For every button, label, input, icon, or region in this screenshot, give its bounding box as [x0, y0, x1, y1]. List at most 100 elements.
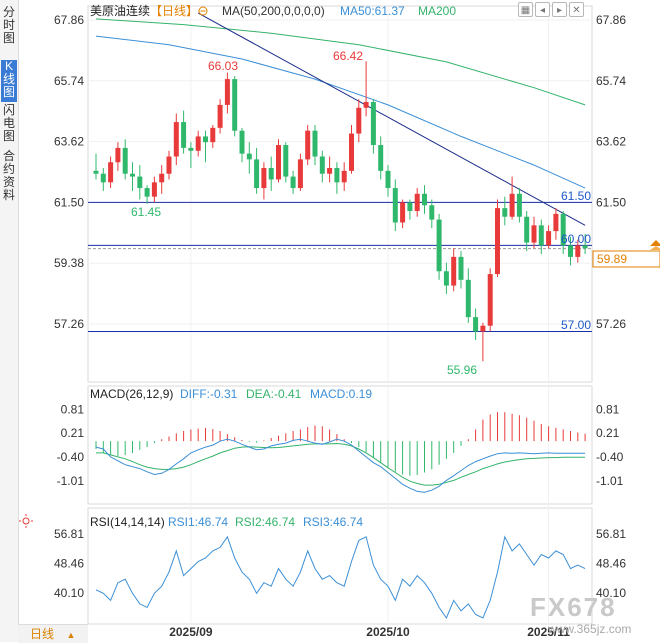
candle-down — [319, 156, 325, 174]
period-switcher: 日线 ▲ — [18, 624, 88, 643]
candle-down — [385, 170, 391, 189]
candle-down — [582, 245, 588, 249]
candle-down — [312, 130, 318, 157]
candle-down — [239, 130, 245, 154]
price-tick-left: 67.86 — [54, 13, 84, 27]
candle-down — [181, 122, 187, 148]
tab-kline[interactable]: K线图 — [1, 60, 17, 102]
candle-down — [436, 219, 442, 272]
candle-up — [327, 167, 333, 174]
candle-down — [370, 102, 376, 146]
macd-tick-left: 0.21 — [61, 426, 85, 440]
level-label-57-00: 57.00 — [561, 318, 591, 332]
side-tab-bar: 分时图 K线图 闪电图 合约资料 — [0, 0, 19, 642]
macd-panel-frame — [87, 385, 593, 505]
x-tick-label: 2025/09 — [169, 625, 213, 639]
candle-down — [407, 202, 413, 212]
price-tick-right: 61.50 — [596, 195, 626, 209]
downtrend-line — [197, 12, 586, 226]
expand-up-icon[interactable] — [650, 240, 660, 246]
current-price-tag — [592, 250, 660, 268]
low-label-61-45: 61.45 — [131, 205, 161, 219]
candle-down — [502, 208, 508, 217]
period-button[interactable]: 日线 — [30, 627, 55, 641]
macd-macd-value: MACD:0.19 — [310, 387, 372, 401]
grid-icon[interactable]: ▦ — [518, 2, 533, 17]
watermark-logo: FX678 — [530, 592, 617, 622]
macd-tick-right: -0.40 — [596, 450, 624, 464]
ma50-line — [95, 35, 586, 189]
candle-up — [487, 274, 493, 326]
current-price-value: 59.89 — [597, 252, 627, 266]
candle-down — [93, 170, 99, 174]
candle-down — [246, 153, 252, 160]
candle-up — [261, 167, 267, 189]
candle-down — [283, 145, 289, 177]
macd-tick-left: -1.01 — [57, 474, 85, 488]
candle-down — [232, 79, 238, 131]
candle-up — [173, 122, 179, 157]
rsi-tick-right: 40.10 — [596, 586, 626, 600]
dropdown-icon[interactable]: ▲ — [66, 630, 76, 640]
x-tick-label: 2025/11 — [527, 625, 570, 639]
close-icon[interactable]: ✕ — [569, 2, 584, 17]
price-panel-frame — [87, 5, 593, 383]
rsi1-value: RSI1:46.74 — [168, 515, 228, 529]
macd-series — [95, 412, 586, 493]
macd-tick-right: 0.21 — [596, 426, 620, 440]
candle-up — [400, 202, 406, 223]
rsi-tick-left: 48.46 — [54, 556, 84, 570]
rsi3-value: RSI3:46.74 — [303, 515, 363, 529]
candle-down — [516, 193, 522, 217]
macd-tick-right: 0.81 — [596, 402, 620, 416]
next-icon[interactable]: ▸ — [552, 2, 567, 17]
high-label-66-42: 66.42 — [333, 49, 363, 63]
x-tick-label: 2025/10 — [366, 625, 410, 639]
macd-dea-value: DEA:-0.41 — [246, 387, 302, 401]
candle-down — [122, 147, 128, 174]
level-label-61-50: 61.50 — [561, 189, 591, 203]
candle-up — [509, 193, 515, 217]
candle-down — [254, 159, 260, 189]
candle-down — [130, 173, 135, 177]
price-tick-right: 65.74 — [596, 74, 626, 88]
candle-down — [458, 256, 464, 280]
candle-down — [100, 173, 106, 183]
tab-contract-info[interactable]: 合约资料 — [2, 149, 15, 202]
candle-up — [159, 173, 165, 183]
candle-down — [268, 167, 274, 180]
candle-down — [560, 213, 566, 246]
candle-up — [224, 79, 230, 105]
candle-up — [166, 156, 172, 174]
grid-lines — [88, 6, 592, 624]
ma-params: MA(50,200,0,0,0,0) — [222, 4, 325, 18]
candle-down — [429, 205, 435, 220]
settings-icon[interactable] — [198, 6, 208, 16]
candle-up — [356, 107, 362, 134]
candle-up — [363, 102, 369, 108]
prev-icon[interactable]: ◂ — [535, 2, 550, 17]
macd-tick-left: -0.40 — [57, 450, 85, 464]
tab-flash[interactable]: 闪电图 — [2, 103, 15, 143]
candle-down — [443, 271, 449, 286]
candle-down — [538, 225, 544, 246]
macd-diff-value: DIFF:-0.31 — [180, 387, 238, 401]
candle-down — [290, 176, 296, 189]
tab-timeshare[interactable]: 分时图 — [2, 5, 15, 45]
candle-down — [392, 188, 398, 223]
sun-icon[interactable] — [19, 514, 33, 528]
candle-up — [195, 136, 201, 151]
rsi-series — [95, 535, 586, 620]
macd-title: MACD(26,12,9) — [90, 387, 173, 401]
candle-up — [495, 208, 500, 275]
expand-down-icon[interactable] — [650, 246, 660, 250]
rsi-tick-right: 56.81 — [596, 527, 626, 541]
macd-diff-line — [95, 438, 586, 493]
watermark-site: www.365jz.com — [547, 622, 631, 636]
candle-up — [553, 213, 559, 232]
macd-tick-right: -1.01 — [596, 474, 624, 488]
ma200-line — [95, 18, 586, 106]
rsi-tick-right: 48.46 — [596, 556, 626, 570]
price-tick-left: 61.50 — [54, 195, 84, 209]
